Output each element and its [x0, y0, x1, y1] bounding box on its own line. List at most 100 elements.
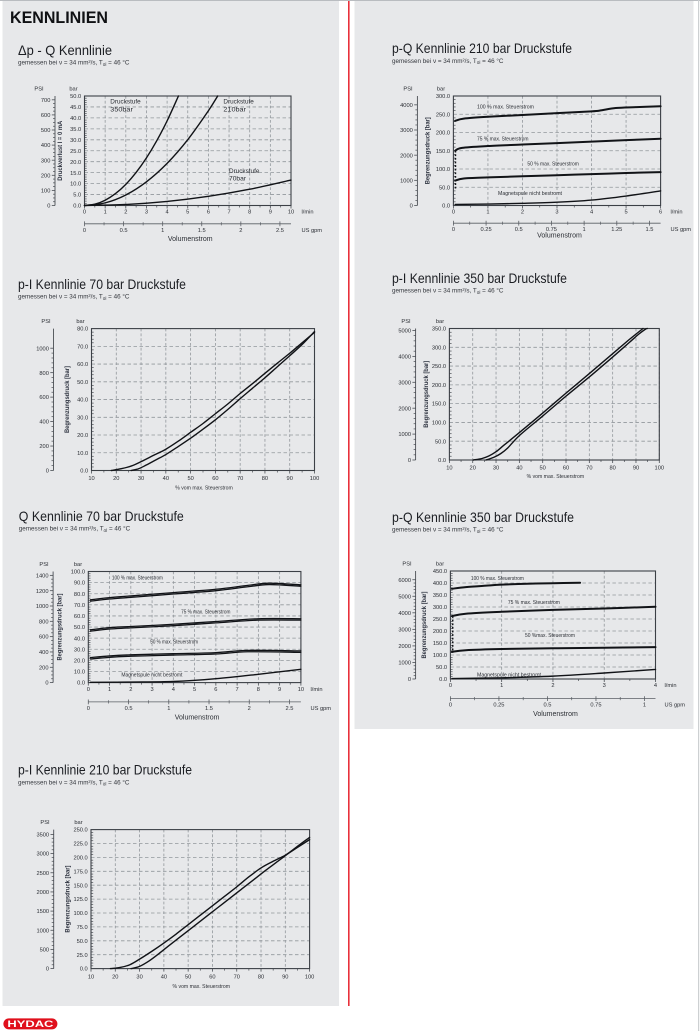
svg-text:30.0: 30.0 [70, 138, 81, 144]
svg-text:20: 20 [113, 476, 119, 482]
svg-text:70: 70 [237, 476, 243, 482]
svg-text:bar: bar [76, 319, 84, 325]
svg-text:25.0: 25.0 [70, 149, 81, 155]
svg-text:10: 10 [298, 687, 304, 693]
svg-text:600: 600 [39, 395, 49, 401]
svg-text:10.0: 10.0 [74, 670, 85, 676]
svg-text:3000: 3000 [36, 852, 49, 858]
svg-text:9: 9 [278, 687, 281, 693]
svg-text:100 % max. Steuerstrom: 100 % max. Steuerstrom [112, 576, 163, 582]
svg-text:50.0: 50.0 [439, 185, 450, 191]
svg-text:80: 80 [258, 974, 264, 980]
svg-text:30: 30 [136, 974, 142, 980]
svg-text:250.0: 250.0 [73, 828, 87, 834]
svg-text:bar: bar [436, 562, 444, 568]
svg-text:60: 60 [563, 466, 569, 472]
svg-text:2000: 2000 [400, 153, 413, 159]
svg-text:2: 2 [521, 210, 524, 216]
svg-text:Begrenzungsdruck [bar]: Begrenzungsdruck [bar] [425, 117, 432, 184]
svg-text:0.0: 0.0 [73, 204, 81, 210]
svg-text:150.0: 150.0 [73, 883, 87, 889]
svg-text:100.0: 100.0 [433, 653, 447, 659]
svg-text:500: 500 [41, 128, 51, 134]
svg-text:200.0: 200.0 [73, 856, 87, 862]
svg-text:bar: bar [69, 87, 77, 93]
svg-text:1.5: 1.5 [198, 228, 206, 234]
svg-text:Druckstufe: Druckstufe [223, 99, 254, 106]
svg-text:5000: 5000 [398, 329, 411, 335]
svg-text:400.0: 400.0 [433, 581, 447, 587]
svg-text:75.0: 75.0 [77, 925, 88, 931]
svg-text:100.0: 100.0 [436, 167, 450, 173]
svg-text:75 % max. Steuerstrom: 75 % max. Steuerstrom [181, 609, 230, 615]
svg-text:50.0: 50.0 [70, 94, 81, 100]
svg-text:150.0: 150.0 [433, 641, 447, 647]
svg-text:p-Q Kennlinie 210 bar Druckstu: p-Q Kennlinie 210 bar Druckstufe [392, 41, 572, 56]
svg-text:400: 400 [41, 143, 51, 149]
svg-text:70bar: 70bar [229, 176, 246, 183]
svg-text:6: 6 [659, 210, 662, 216]
svg-text:2000: 2000 [398, 644, 411, 650]
svg-text:US gpm: US gpm [302, 228, 323, 234]
svg-text:0.5: 0.5 [120, 228, 128, 234]
svg-text:20.0: 20.0 [77, 433, 88, 439]
svg-text:250.0: 250.0 [433, 617, 447, 623]
svg-text:2.5: 2.5 [276, 228, 284, 234]
svg-text:Magnetspule nicht bestromt: Magnetspule nicht bestromt [477, 673, 541, 679]
svg-text:0.5: 0.5 [125, 706, 133, 712]
svg-text:3: 3 [150, 687, 153, 693]
svg-text:p-I Kennlinie 210 bar Druckstu: p-I Kennlinie 210 bar Druckstufe [18, 763, 192, 778]
svg-text:350bar: 350bar [110, 107, 133, 114]
svg-text:Volumenstrom: Volumenstrom [533, 711, 578, 718]
svg-text:50.0: 50.0 [435, 439, 446, 445]
svg-text:US gpm: US gpm [311, 706, 332, 712]
svg-text:8: 8 [248, 210, 251, 216]
svg-text:50.0: 50.0 [77, 939, 88, 945]
svg-text:175.0: 175.0 [73, 869, 87, 875]
svg-text:60.0: 60.0 [77, 362, 88, 368]
svg-text:50.0: 50.0 [77, 380, 88, 386]
svg-text:bar: bar [437, 87, 445, 93]
svg-text:gemessen bei ν = 34 mm²/s, Töl: gemessen bei ν = 34 mm²/s, Töl = 46 °C [392, 287, 504, 295]
svg-text:350.0: 350.0 [432, 327, 446, 333]
svg-text:1400: 1400 [36, 573, 49, 579]
svg-text:Druckstufe: Druckstufe [229, 168, 260, 175]
svg-text:50: 50 [540, 466, 546, 472]
svg-text:PSI: PSI [39, 562, 49, 568]
svg-text:40: 40 [163, 476, 169, 482]
svg-text:p-I Kennlinie 350 bar Druckstu: p-I Kennlinie 350 bar Druckstufe [392, 271, 567, 286]
svg-text:3000: 3000 [400, 128, 413, 134]
svg-text:p-Q Kennlinie 350 bar Druckstu: p-Q Kennlinie 350 bar Druckstufe [392, 510, 574, 525]
svg-text:100: 100 [305, 974, 315, 980]
svg-text:1000: 1000 [36, 604, 49, 610]
svg-text:210bar: 210bar [223, 107, 246, 114]
svg-text:PSI: PSI [403, 87, 413, 93]
svg-text:60: 60 [212, 476, 218, 482]
svg-text:50.0: 50.0 [74, 625, 85, 631]
svg-text:0: 0 [47, 204, 50, 210]
svg-text:Begrenzungsdruck [bar]: Begrenzungsdruck [bar] [57, 594, 64, 661]
svg-text:50.0: 50.0 [436, 665, 447, 671]
svg-text:6000: 6000 [398, 578, 411, 584]
svg-text:1: 1 [108, 687, 111, 693]
svg-text:2500: 2500 [36, 871, 49, 877]
svg-text:5000: 5000 [398, 594, 411, 600]
svg-text:50: 50 [187, 476, 193, 482]
svg-text:90: 90 [633, 466, 639, 472]
svg-text:2000: 2000 [36, 890, 49, 896]
svg-text:200: 200 [39, 444, 49, 450]
svg-text:75 % max. Steuerstrom: 75 % max. Steuerstrom [477, 137, 529, 143]
svg-text:6: 6 [214, 687, 217, 693]
svg-text:PSI: PSI [401, 319, 411, 325]
svg-text:150.0: 150.0 [432, 402, 446, 408]
svg-text:bar: bar [436, 319, 444, 325]
svg-text:3: 3 [603, 683, 606, 689]
svg-text:75 % max. Steuerstrom: 75 % max. Steuerstrom [508, 600, 560, 606]
svg-text:20.0: 20.0 [70, 160, 81, 166]
svg-text:40: 40 [161, 974, 167, 980]
svg-text:l/min: l/min [665, 683, 677, 689]
svg-text:5: 5 [186, 210, 189, 216]
svg-text:5: 5 [193, 687, 196, 693]
svg-text:0.75: 0.75 [590, 703, 601, 709]
svg-text:PSI: PSI [41, 319, 51, 325]
